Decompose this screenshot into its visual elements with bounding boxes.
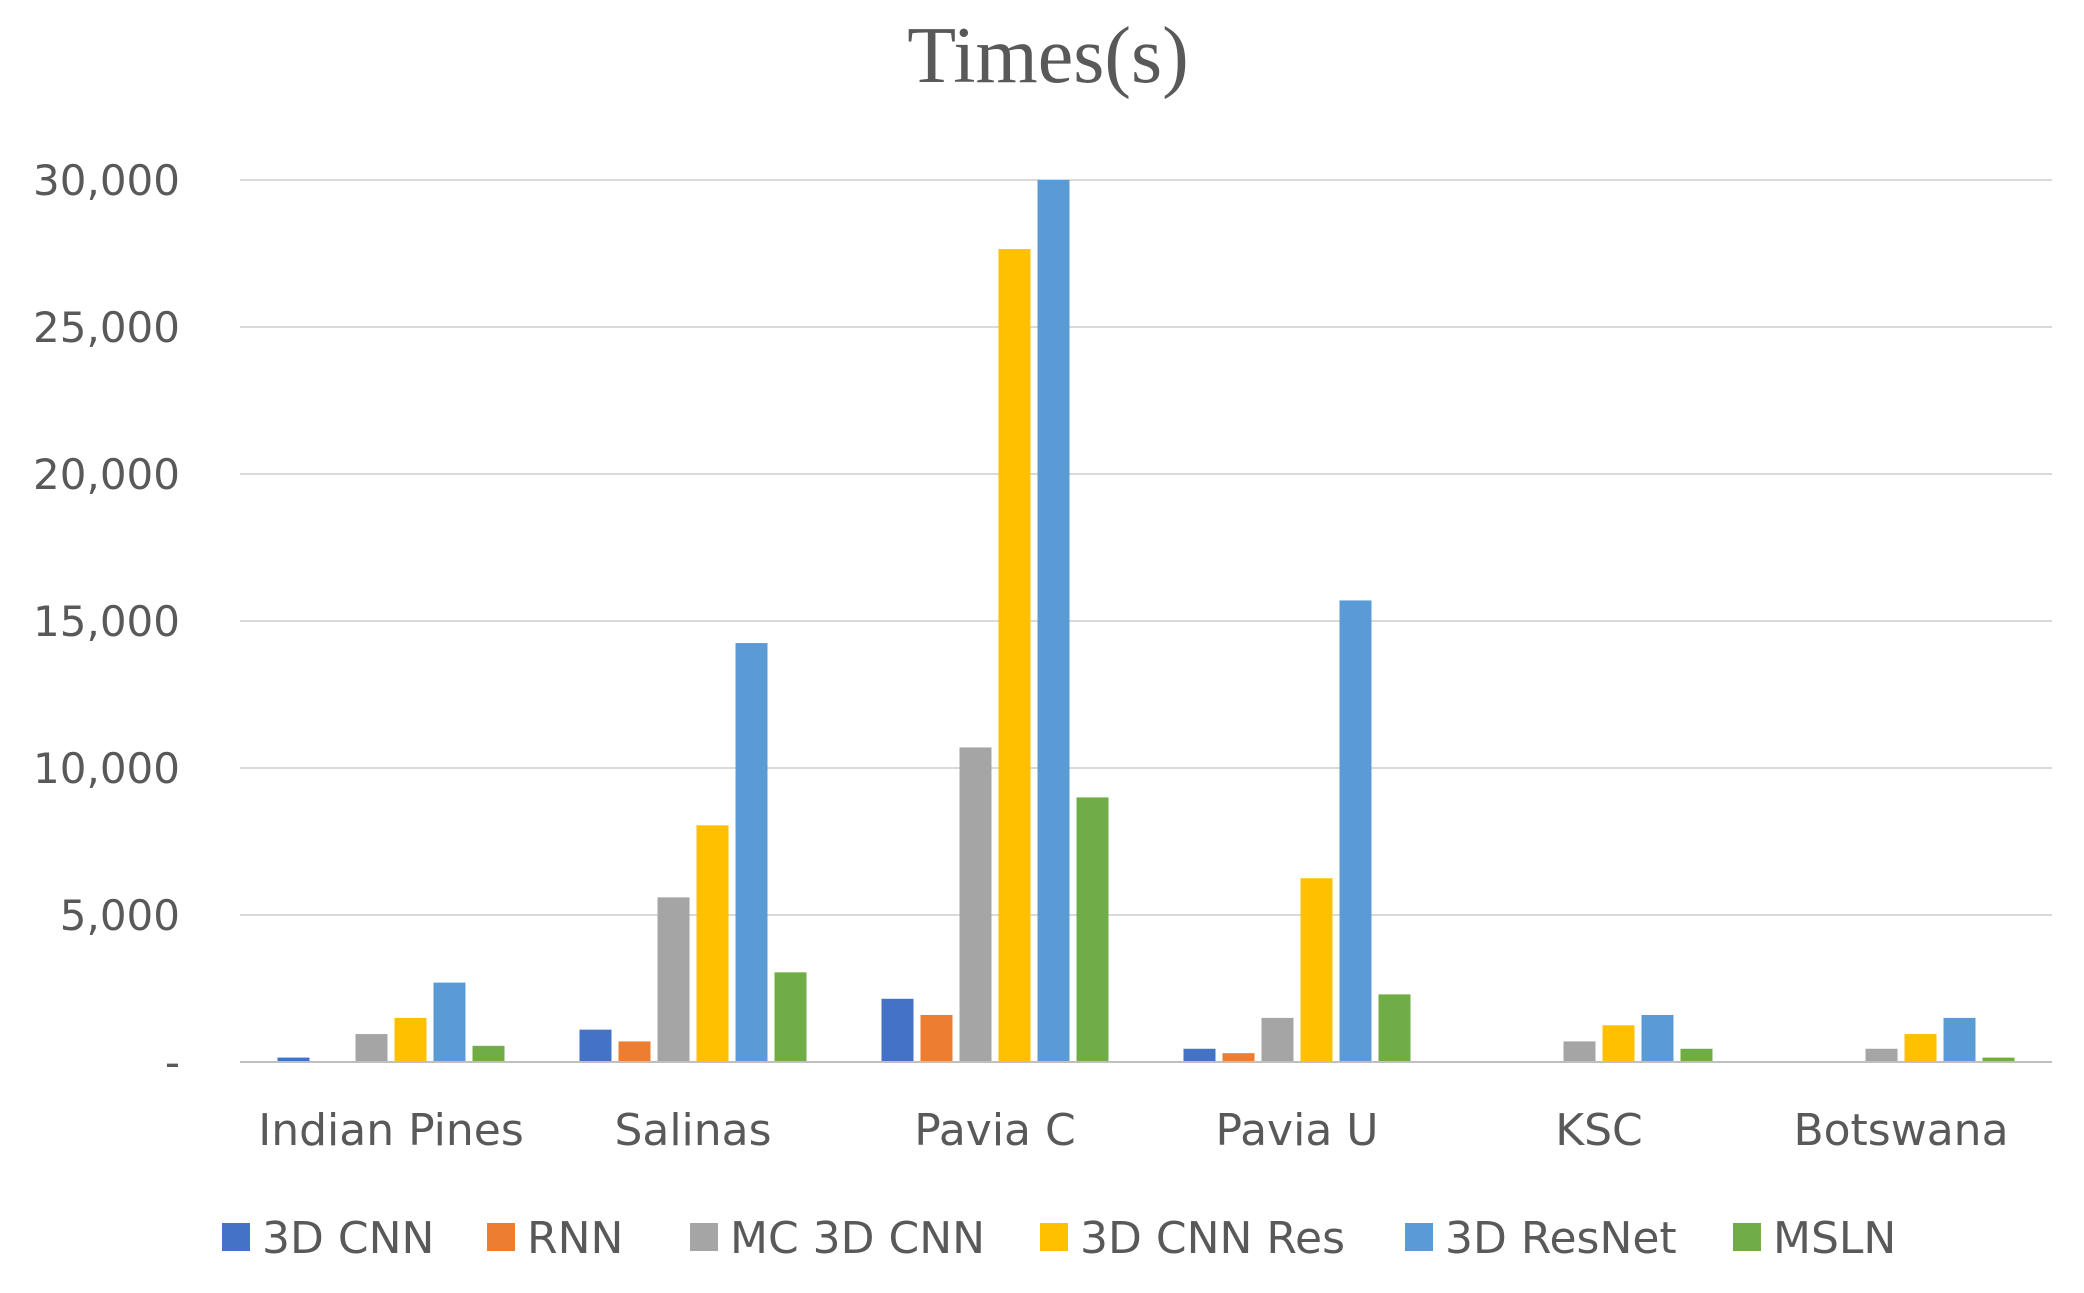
x-category-label: Pavia C [914, 1105, 1075, 1156]
legend-label: MSLN [1773, 1213, 1896, 1264]
legend-label: 3D ResNet [1445, 1213, 1677, 1264]
legend-label: MC 3D CNN [730, 1213, 985, 1264]
legend-item: MC 3D CNN [690, 1213, 985, 1264]
x-category-label: Botswana [1793, 1105, 2008, 1156]
bars [277, 180, 2015, 1063]
legend-swatch [222, 1223, 250, 1251]
bar-pavia-u-msln [1378, 994, 1411, 1062]
bar-indian-pines-3d-cnn-res [394, 1017, 427, 1062]
bar-pavia-u-3d-cnn-res [1300, 878, 1333, 1062]
bar-botswana-3d-resnet [1943, 1017, 1976, 1062]
bar-indian-pines-3d-resnet [433, 982, 466, 1062]
bar-indian-pines-msln [472, 1045, 505, 1062]
legend-swatch [1733, 1223, 1761, 1251]
legend-swatch [487, 1223, 515, 1251]
y-tick-label: 10,000 [33, 744, 180, 793]
legend: 3D CNN RNN MC 3D CNN 3D CNN Res 3D ResNet MSL… [222, 1213, 1896, 1264]
y-tick-label: 30,000 [33, 156, 180, 205]
bar-indian-pines-mc-3d-cnn [355, 1034, 388, 1062]
bar-pavia-c-3d-resnet [1037, 180, 1070, 1062]
legend-item: 3D ResNet [1405, 1213, 1677, 1264]
legend-swatch [690, 1223, 718, 1251]
legend-label: 3D CNN [262, 1213, 434, 1264]
bar-salinas-msln [774, 972, 807, 1062]
bar-salinas-mc-3d-cnn [657, 897, 690, 1062]
bar-pavia-u-3d-resnet [1339, 600, 1372, 1062]
chart-title: Times(s) [907, 12, 1189, 100]
bar-botswana-msln [1982, 1057, 2015, 1062]
bar-pavia-c-rnn [920, 1014, 953, 1062]
legend-item: 3D CNN [222, 1213, 434, 1264]
x-category-label: Pavia U [1216, 1105, 1379, 1156]
bar-ksc-msln [1680, 1048, 1713, 1062]
y-tick-label: 25,000 [33, 303, 180, 352]
x-category-label: Indian Pines [258, 1105, 524, 1156]
bar-salinas-3d-cnn [579, 1029, 612, 1062]
bar-pavia-c-3d-cnn-res [998, 249, 1031, 1063]
y-tick-label: - [165, 1038, 180, 1087]
y-tick-label: 5,000 [60, 891, 180, 940]
bar-ksc-mc-3d-cnn [1563, 1041, 1596, 1062]
bar-pavia-c-msln [1076, 797, 1109, 1062]
bar-indian-pines-3d-cnn [277, 1057, 310, 1062]
bar-pavia-u-3d-cnn [1183, 1048, 1216, 1062]
legend-swatch [1040, 1223, 1068, 1251]
legend-label: RNN [527, 1213, 623, 1264]
bar-botswana-3d-cnn-res [1904, 1034, 1937, 1062]
legend-item: MSLN [1733, 1213, 1896, 1264]
legend-item: RNN [487, 1213, 623, 1264]
bar-salinas-3d-resnet [735, 643, 768, 1062]
legend-label: 3D CNN Res [1080, 1213, 1345, 1264]
bar-ksc-3d-resnet [1641, 1014, 1674, 1062]
bar-pavia-u-rnn [1222, 1053, 1255, 1062]
y-tick-label: 20,000 [33, 450, 180, 499]
bar-botswana-mc-3d-cnn [1865, 1048, 1898, 1062]
x-category-label: Salinas [614, 1105, 771, 1156]
x-category-label: KSC [1555, 1105, 1643, 1156]
legend-swatch [1405, 1223, 1433, 1251]
y-axis-ticks: - 5,000 10,000 15,000 20,000 25,000 30,000 [33, 156, 180, 1087]
bar-pavia-c-mc-3d-cnn [959, 747, 992, 1062]
bar-pavia-u-mc-3d-cnn [1261, 1017, 1294, 1062]
x-axis-categories: Indian Pines Salinas Pavia C Pavia U KSC Bots… [258, 1105, 2008, 1156]
bar-pavia-c-3d-cnn [881, 998, 914, 1062]
y-tick-label: 15,000 [33, 597, 180, 646]
legend-item: 3D CNN Res [1040, 1213, 1345, 1264]
bar-salinas-rnn [618, 1041, 651, 1062]
bar-salinas-3d-cnn-res [696, 825, 729, 1062]
gridlines [240, 179, 2052, 916]
bar-ksc-3d-cnn-res [1602, 1025, 1635, 1062]
